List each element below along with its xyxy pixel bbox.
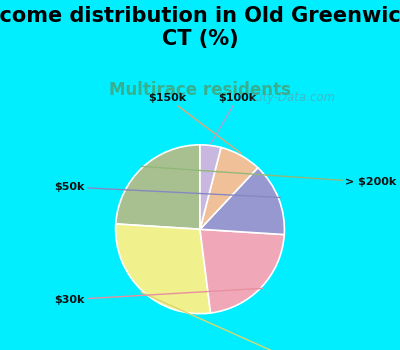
Text: $150k: $150k: [148, 93, 242, 154]
Wedge shape: [200, 229, 284, 313]
Text: $100k: $100k: [211, 93, 256, 144]
Text: $125k: $125k: [141, 292, 313, 350]
Wedge shape: [200, 147, 258, 229]
Wedge shape: [116, 145, 200, 229]
Text: Income distribution in Old Greenwich,
CT (%): Income distribution in Old Greenwich, CT…: [0, 6, 400, 49]
Text: > $200k: > $200k: [141, 166, 397, 187]
Text: Multirace residents: Multirace residents: [109, 80, 291, 99]
Wedge shape: [200, 168, 284, 235]
Wedge shape: [116, 224, 210, 314]
Text: City-Data.com: City-Data.com: [252, 91, 336, 104]
Text: $30k: $30k: [55, 288, 263, 304]
Text: $50k: $50k: [55, 182, 280, 197]
Wedge shape: [200, 145, 221, 229]
